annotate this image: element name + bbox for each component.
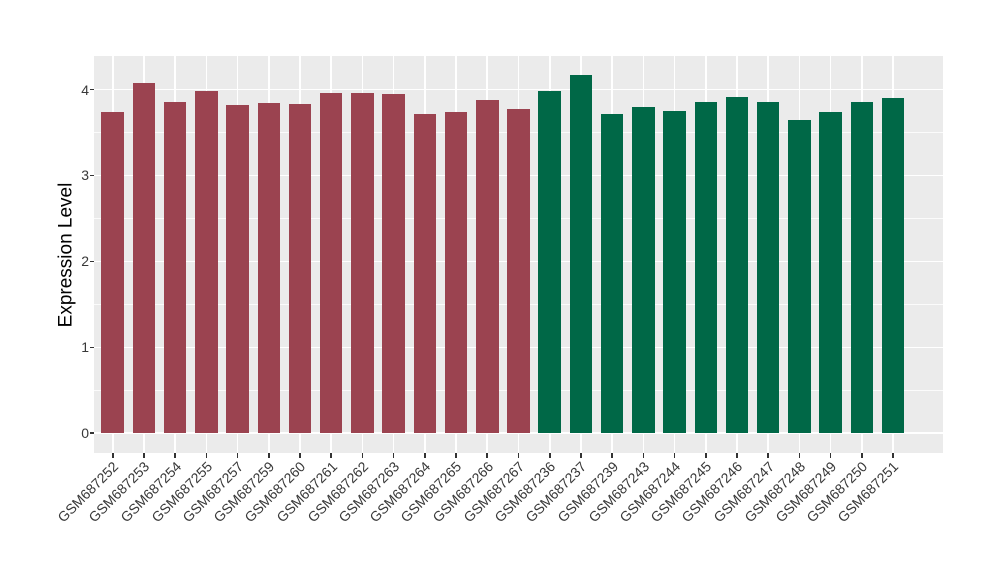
bar-GSM687236 <box>538 91 561 434</box>
x-tick-mark <box>205 453 208 458</box>
bar-GSM687267 <box>507 109 530 434</box>
x-tick-mark <box>611 453 613 458</box>
x-tick-mark <box>767 453 769 458</box>
x-tick-mark <box>704 453 707 458</box>
plot-panel <box>94 56 943 453</box>
y-tick-mark <box>90 174 94 177</box>
x-tick-mark <box>548 453 551 458</box>
bar-GSM687243 <box>632 106 655 434</box>
bar-GSM687257 <box>226 104 249 434</box>
y-tick-mark <box>90 346 94 349</box>
bar-GSM687237 <box>569 74 593 434</box>
bar-GSM687259 <box>257 103 281 434</box>
x-tick-mark <box>580 453 582 458</box>
y-tick-label: 4 <box>81 81 89 98</box>
x-tick-mark <box>892 453 894 458</box>
x-tick-mark <box>111 453 114 458</box>
x-tick-mark <box>829 453 832 458</box>
bar-GSM687250 <box>850 102 874 434</box>
bar-GSM687253 <box>132 83 156 434</box>
bar-GSM687244 <box>663 110 686 434</box>
x-tick-mark <box>330 453 332 458</box>
bar-GSM687252 <box>101 111 124 434</box>
bar-GSM687265 <box>444 111 468 434</box>
y-tick-mark <box>90 88 94 91</box>
bar-GSM687245 <box>694 102 717 434</box>
x-tick-mark <box>236 453 239 458</box>
bar-GSM687260 <box>288 104 312 434</box>
x-tick-mark <box>174 453 176 458</box>
y-tick-label: 3 <box>81 167 89 184</box>
x-tick-mark <box>455 453 457 458</box>
x-tick-mark <box>798 453 801 458</box>
bar-GSM687255 <box>195 91 218 434</box>
bar-GSM687248 <box>788 119 811 434</box>
x-tick-mark <box>486 453 489 458</box>
bar-GSM687262 <box>351 92 374 434</box>
x-tick-mark <box>361 453 364 458</box>
bar-GSM687251 <box>881 98 905 434</box>
bar-GSM687249 <box>819 111 842 434</box>
bar-GSM687239 <box>600 114 624 434</box>
x-tick-mark <box>299 453 301 458</box>
bar-GSM687247 <box>756 101 780 434</box>
bar-GSM687264 <box>413 113 437 434</box>
x-tick-mark <box>424 453 426 458</box>
y-tick-mark <box>90 260 94 263</box>
y-tick-label: 0 <box>81 425 89 442</box>
x-tick-mark <box>267 453 270 458</box>
y-tick-mark <box>90 432 94 435</box>
bar-GSM687246 <box>725 97 749 434</box>
x-tick-mark <box>736 453 738 458</box>
x-tick-mark <box>392 453 395 458</box>
y-tick-label: 1 <box>81 339 89 356</box>
x-tick-mark <box>143 453 145 458</box>
x-tick-mark <box>517 453 520 458</box>
x-tick-mark <box>673 453 676 458</box>
bar-GSM687261 <box>319 92 343 434</box>
x-tick-mark <box>861 453 863 458</box>
bar-GSM687266 <box>476 99 499 434</box>
x-tick-mark <box>642 453 645 458</box>
bar-GSM687254 <box>163 101 187 434</box>
y-tick-label: 2 <box>81 253 89 270</box>
bar-GSM687263 <box>382 93 405 434</box>
